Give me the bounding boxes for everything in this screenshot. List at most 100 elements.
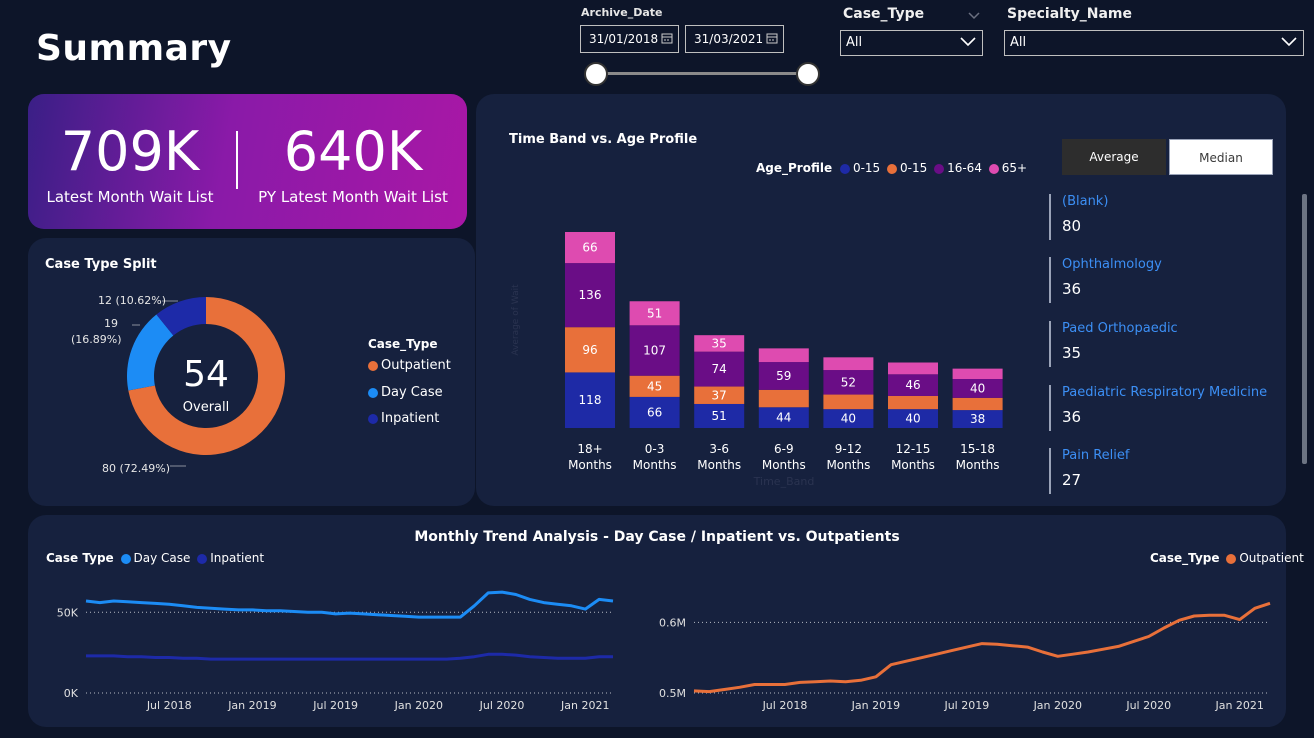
bar-segment[interactable] bbox=[694, 351, 745, 387]
bar-category-label: Months bbox=[956, 458, 1000, 472]
daycase-inpatient-trend-chart: 0K 50K Jul 2018 Jan 2019 Jul 2019 Jan 2020 Jul… bbox=[57, 590, 614, 712]
bar-category-label: 18+ bbox=[577, 442, 602, 456]
specialty-list-scrollbar[interactable] bbox=[1302, 194, 1307, 464]
case-type-dropdown[interactable]: All bbox=[840, 30, 983, 56]
bar-category-label: 6-9 bbox=[774, 442, 794, 456]
inpatient-data-label: 12 (10.62%) bbox=[98, 294, 166, 307]
bar-segment[interactable] bbox=[565, 263, 615, 328]
case-type-selected: All bbox=[846, 35, 863, 50]
trend-right-legend: Case_Type Outpatient bbox=[1150, 551, 1304, 565]
chevron-down-icon bbox=[960, 33, 976, 49]
legend-item-0-15-a[interactable]: 0-15 bbox=[839, 161, 880, 175]
bar-segment[interactable] bbox=[823, 394, 874, 410]
bar-segment[interactable] bbox=[694, 403, 745, 428]
donut-slice-outpatient[interactable] bbox=[128, 297, 285, 455]
outpatient-dot bbox=[368, 360, 378, 371]
daycase-dot bbox=[368, 387, 378, 398]
bar-category-label: 9-12 bbox=[835, 442, 862, 456]
specialty-card[interactable]: Ophthalmology 36 bbox=[1049, 257, 1162, 303]
trend-line-inpatient[interactable] bbox=[86, 652, 613, 661]
bar-segment[interactable] bbox=[565, 232, 615, 264]
start-date-input[interactable]: 31/01/2018 bbox=[580, 25, 679, 53]
bar-segment[interactable] bbox=[823, 409, 874, 428]
bar-data-label: 96 bbox=[582, 343, 597, 357]
bar-data-label: 74 bbox=[712, 362, 727, 376]
bar-segment[interactable] bbox=[888, 395, 938, 410]
bar-segment[interactable] bbox=[629, 325, 680, 376]
trend-right-legend-title: Case_Type bbox=[1150, 551, 1220, 565]
legend-dot bbox=[887, 163, 898, 174]
calendar-icon[interactable] bbox=[766, 26, 778, 62]
specialty-value: 80 bbox=[1062, 217, 1082, 235]
bar-segment[interactable] bbox=[823, 370, 874, 395]
trend-line-outpatient[interactable] bbox=[693, 601, 1271, 694]
bar-segment[interactable] bbox=[629, 301, 680, 326]
page-title: Summary bbox=[36, 28, 232, 69]
bar-segment[interactable] bbox=[952, 397, 1003, 411]
bar-data-label: 59 bbox=[776, 369, 791, 383]
bar-segment[interactable] bbox=[758, 407, 809, 428]
legend-item-inpatient[interactable]: Inpatient bbox=[368, 411, 439, 426]
calendar-icon[interactable] bbox=[661, 26, 673, 62]
bar-segment[interactable] bbox=[758, 389, 809, 408]
bar-data-label: 38 bbox=[970, 412, 985, 426]
bar-data-label: 46 bbox=[905, 378, 920, 392]
date-range-track[interactable] bbox=[596, 72, 808, 75]
bar-segment[interactable] bbox=[888, 374, 938, 396]
bar-segment[interactable] bbox=[888, 409, 938, 428]
donut-slice-inpatient[interactable] bbox=[156, 297, 206, 336]
bar-segment[interactable] bbox=[952, 379, 1003, 398]
date-range-start-handle[interactable] bbox=[584, 62, 608, 86]
bar-y-axis-label: Average of Wait bbox=[511, 284, 521, 356]
specialty-card[interactable]: Paed Orthopaedic 35 bbox=[1049, 321, 1178, 367]
bar-segment[interactable] bbox=[629, 375, 680, 397]
collapse-chevron-icon[interactable] bbox=[968, 6, 980, 25]
legend-item-daycase[interactable]: Day Case bbox=[368, 385, 443, 400]
daycase-data-label-pct: (16.89%) bbox=[71, 333, 122, 346]
x-tick-label: Jul 2020 bbox=[1125, 699, 1171, 712]
bar-segment[interactable] bbox=[565, 327, 615, 373]
end-date-input[interactable]: 31/03/2021 bbox=[685, 25, 784, 53]
legend-item-daycase[interactable]: Day Case bbox=[120, 551, 190, 565]
specialty-card[interactable]: (Blank) 80 bbox=[1049, 194, 1108, 240]
specialty-name: Pain Relief bbox=[1062, 448, 1130, 463]
bar-segment[interactable] bbox=[952, 368, 1003, 379]
bar-data-label: 51 bbox=[712, 409, 727, 423]
specialty-card[interactable]: Pain Relief 27 bbox=[1049, 448, 1129, 494]
legend-item-65[interactable]: 65+ bbox=[988, 161, 1027, 175]
bar-segment[interactable] bbox=[565, 372, 615, 428]
legend-item-16-64[interactable]: 16-64 bbox=[934, 161, 982, 175]
bar-segment[interactable] bbox=[758, 348, 809, 363]
specialty-name: Paed Orthopaedic bbox=[1062, 321, 1178, 336]
bar-data-label: 107 bbox=[643, 343, 666, 357]
donut-slice-daycase[interactable] bbox=[127, 314, 174, 391]
date-range-end-handle[interactable] bbox=[796, 62, 820, 86]
specialty-value: 36 bbox=[1062, 280, 1082, 298]
bar-segment[interactable] bbox=[823, 357, 874, 371]
average-toggle-button[interactable]: Average bbox=[1062, 139, 1166, 175]
bar-segment[interactable] bbox=[694, 335, 745, 352]
kpi-card: 709K Latest Month Wait List 640K PY Late… bbox=[28, 94, 467, 229]
legend-item-outpatient[interactable]: Outpatient bbox=[368, 358, 451, 373]
bar-category-label: Months bbox=[762, 458, 806, 472]
archive-date-label: Archive_Date bbox=[581, 6, 663, 19]
legend-item-outpatient[interactable]: Outpatient bbox=[1226, 551, 1304, 565]
age-profile-legend-title: Age_Profile bbox=[756, 161, 833, 175]
trend-line-day-case[interactable] bbox=[85, 590, 614, 619]
bar-category-label: 0-3 bbox=[645, 442, 665, 456]
bar-segment[interactable] bbox=[888, 362, 938, 375]
bar-segment[interactable] bbox=[758, 362, 809, 390]
trend-panel bbox=[28, 515, 1286, 727]
bar-segment[interactable] bbox=[952, 410, 1003, 428]
legend-item-0-15-b[interactable]: 0-15 bbox=[887, 161, 927, 175]
bar-segment[interactable] bbox=[629, 396, 680, 428]
specialty-name: (Blank) bbox=[1062, 194, 1109, 209]
case-type-legend-title: Case_Type bbox=[368, 337, 438, 351]
case-type-split-panel bbox=[28, 238, 475, 506]
legend-dot bbox=[197, 553, 208, 564]
bar-segment[interactable] bbox=[694, 386, 745, 404]
specialty-card[interactable]: Paediatric Respiratory Medicine 36 bbox=[1049, 385, 1267, 431]
specialty-dropdown[interactable]: All bbox=[1004, 30, 1304, 56]
median-toggle-button[interactable]: Median bbox=[1169, 139, 1273, 175]
legend-item-inpatient[interactable]: Inpatient bbox=[197, 551, 264, 565]
